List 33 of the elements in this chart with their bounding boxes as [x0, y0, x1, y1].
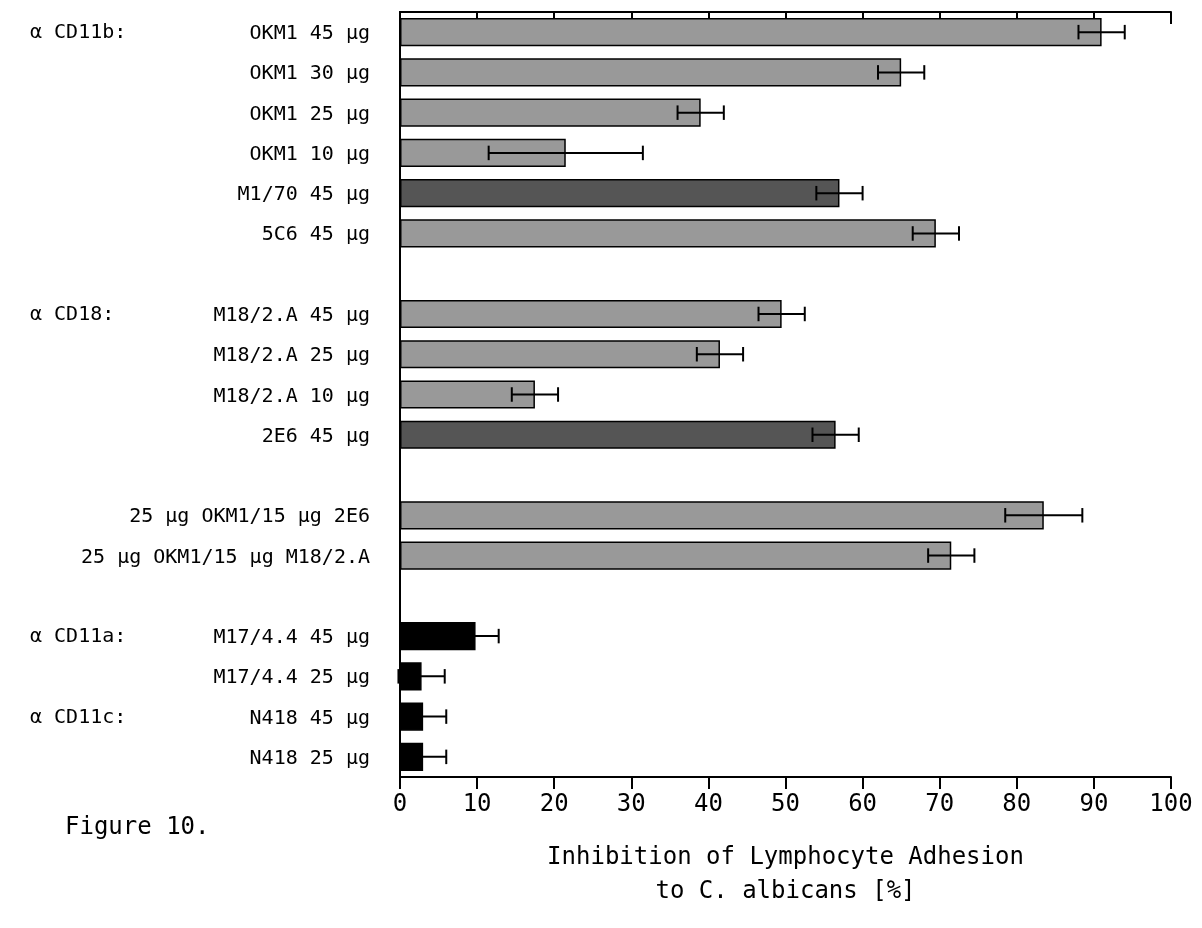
text: α CD11b:: [30, 19, 127, 44]
y-tick-label: 5C6 45 μg: [261, 221, 370, 246]
y-tick-label: N418 45 μg: [249, 704, 370, 729]
x-tick-label: 90: [1079, 789, 1109, 817]
caption: Figure 10.: [65, 812, 210, 840]
x-tick-label: 80: [1002, 789, 1032, 817]
y-tick-label: 2E6 45 μg: [261, 422, 370, 447]
y-tick-label: M18/2.A 45 μg: [213, 301, 370, 326]
x-tick-label: 40: [693, 789, 723, 817]
y-tick-label: 25 μg OKM1/15 μg M18/2.A: [81, 543, 370, 568]
y-tick-label: M17/4.4 25 μg: [213, 664, 370, 689]
x-axis-title: Inhibition of Lymphocyte Adhesion to C. albicans [%]: [547, 842, 1024, 904]
x-tick-label: 60: [848, 789, 878, 817]
x-tick-label: 100: [1149, 789, 1193, 817]
x-tick-label: 20: [539, 789, 569, 817]
y-tick-label: OKM1 25 μg: [249, 100, 370, 125]
text: α CD11c:: [30, 703, 127, 728]
y-tick-label: M18/2.A 25 μg: [213, 342, 370, 367]
y-tick-label: N418 25 μg: [249, 744, 370, 769]
y-tick-label: OKM1 45 μg: [249, 20, 370, 45]
y-tick-label: M18/2.A 10 μg: [213, 382, 370, 407]
y-tick-label: OKM1 10 μg: [249, 140, 370, 165]
y-tick-label: OKM1 30 μg: [249, 60, 370, 85]
x-tick-label: 50: [771, 789, 800, 817]
x-tick-label: 10: [462, 789, 492, 817]
x-tick-label: 30: [616, 789, 646, 817]
text: α CD11a:: [30, 623, 127, 648]
y-tick-label: M1/70 45 μg: [237, 181, 370, 206]
x-tick-label: 70: [925, 789, 955, 817]
x-tick-label: 0: [392, 789, 408, 817]
text: α CD18:: [30, 300, 115, 325]
y-tick-label: 25 μg OKM1/15 μg 2E6: [129, 503, 370, 528]
y-tick-label: M17/4.4 45 μg: [213, 624, 370, 649]
